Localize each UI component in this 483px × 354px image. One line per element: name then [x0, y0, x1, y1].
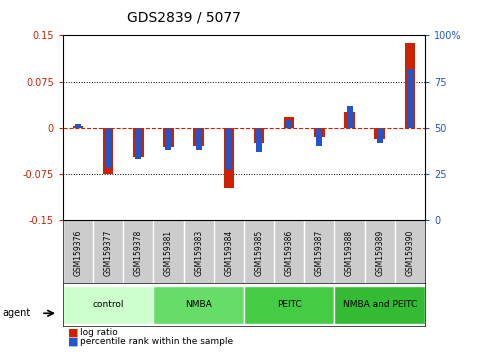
Text: percentile rank within the sample: percentile rank within the sample: [80, 337, 233, 346]
Text: NMBA and PEITC: NMBA and PEITC: [342, 300, 417, 309]
Text: GDS2839 / 5077: GDS2839 / 5077: [127, 11, 241, 25]
Text: ■: ■: [68, 337, 78, 347]
Text: GSM159378: GSM159378: [134, 230, 143, 276]
Bar: [344, 112, 355, 128]
Text: GSM159377: GSM159377: [103, 230, 113, 276]
Bar: [72, 126, 83, 128]
Bar: [284, 117, 295, 128]
Bar: [407, 69, 413, 128]
Bar: [377, 128, 383, 143]
Text: control: control: [92, 300, 124, 309]
Text: GSM159383: GSM159383: [194, 230, 203, 276]
Text: GSM159385: GSM159385: [255, 230, 264, 276]
Bar: [347, 105, 353, 128]
Bar: [193, 128, 204, 146]
Text: PEITC: PEITC: [277, 300, 301, 309]
Bar: [316, 128, 323, 146]
Text: GSM159381: GSM159381: [164, 230, 173, 276]
Bar: [256, 128, 262, 152]
Text: GSM159386: GSM159386: [284, 230, 294, 276]
Bar: [405, 43, 415, 128]
Bar: [133, 128, 143, 157]
Bar: [103, 128, 114, 174]
Bar: [75, 124, 81, 128]
Text: GSM159376: GSM159376: [73, 230, 83, 276]
FancyBboxPatch shape: [154, 286, 244, 324]
Bar: [254, 128, 264, 143]
Bar: [196, 128, 202, 150]
Text: GSM159387: GSM159387: [315, 230, 324, 276]
Bar: [163, 128, 174, 148]
Text: GSM159384: GSM159384: [224, 230, 233, 276]
Text: GSM159388: GSM159388: [345, 230, 354, 276]
Bar: [105, 128, 111, 169]
Text: log ratio: log ratio: [80, 328, 117, 337]
Bar: [226, 128, 232, 170]
FancyBboxPatch shape: [63, 286, 154, 324]
Text: agent: agent: [2, 308, 30, 318]
Text: GSM159389: GSM159389: [375, 230, 384, 276]
Bar: [224, 128, 234, 188]
Bar: [314, 128, 325, 137]
FancyBboxPatch shape: [334, 286, 425, 324]
Text: NMBA: NMBA: [185, 300, 212, 309]
FancyBboxPatch shape: [244, 286, 334, 324]
Bar: [165, 128, 171, 150]
Text: GSM159390: GSM159390: [405, 230, 414, 276]
Text: ■: ■: [68, 328, 78, 338]
Bar: [135, 128, 141, 159]
Bar: [374, 128, 385, 139]
Bar: [286, 120, 292, 128]
